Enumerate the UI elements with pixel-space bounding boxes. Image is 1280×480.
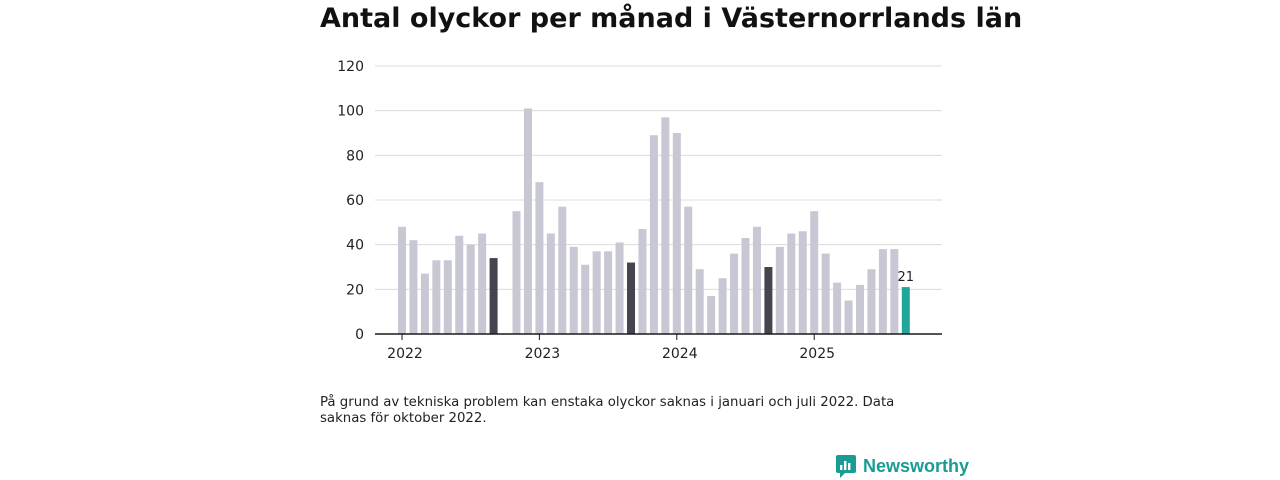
bar-2025-05 [856,284,864,334]
bar-2025-02 [821,253,830,334]
bar-2022-01 [398,226,406,334]
bar-2023-04 [569,246,578,334]
bar-2024-08 [752,226,761,334]
bar-2024-04 [707,296,716,334]
chart-title: Antal olyckor per månad i Västernorrland… [320,3,1023,34]
bar-chart: 0 20 40 60 80 100 120 21 2022 2023 2024 2025 [337,59,942,362]
bar-2024-05 [718,278,727,334]
bar-2023-01 [535,182,544,334]
bar-2023-09 [627,262,635,334]
bar-2022-03 [420,273,429,334]
y-tick-label: 80 [346,148,364,164]
bar-2022-08 [478,233,487,334]
bar-2023-02 [546,233,555,334]
y-tick-label: 20 [346,282,364,298]
bar-2023-07 [604,251,613,334]
newsworthy-bar-chart-icon [836,455,856,478]
bar-2023-11 [649,135,658,334]
bar-2025-04 [844,300,853,334]
bar-2022-02 [409,240,418,334]
bar-2025-01 [810,211,819,334]
x-tick-label: 2023 [525,346,561,362]
bar-2024-10 [775,246,784,334]
y-tick-label: 100 [337,104,364,120]
bar-2024-01 [672,133,681,334]
bar-2024-06 [730,253,739,334]
y-tick-label: 120 [337,59,364,75]
bar-2024-11 [787,233,796,334]
bar-2023-05 [581,264,590,334]
bar-2022-09 [489,258,498,334]
bar-2023-03 [558,206,567,334]
y-tick-label: 60 [346,193,364,209]
bar-2023-12 [661,117,670,334]
highlight-data-label: 21 [898,270,915,285]
bar-2024-03 [695,269,704,334]
bar-2022-07 [466,244,475,334]
bar-2024-02 [684,206,693,334]
bar-2025-07 [878,249,887,334]
bar-2024-07 [741,237,750,334]
y-tick-label: 0 [355,327,364,343]
newsworthy-logo[interactable]: Newsworthy [835,454,969,479]
bar-2022-05 [443,260,452,334]
footnote: På grund av tekniska problem kan enstaka… [320,395,895,426]
bar-2023-10 [638,229,647,334]
bar-2022-04 [432,260,441,334]
y-tick-label: 40 [346,238,364,254]
bar-2025-06 [867,269,876,334]
bar-2024-09 [764,267,773,334]
bar-2023-08 [615,242,624,334]
bar-2023-06 [592,251,601,334]
x-tick-label: 2024 [662,346,698,362]
bar-2022-11 [512,211,521,334]
bar-2022-06 [455,235,464,334]
x-tick-label: 2022 [387,346,423,362]
bar-2024-12 [798,231,807,334]
bar-2025-08 [890,249,899,334]
bar-2025-09 [901,287,910,334]
brand-name: Newsworthy [863,456,970,476]
x-tick-label: 2025 [799,346,835,362]
bar-2022-12 [523,108,532,334]
bar-2025-03 [833,282,842,334]
